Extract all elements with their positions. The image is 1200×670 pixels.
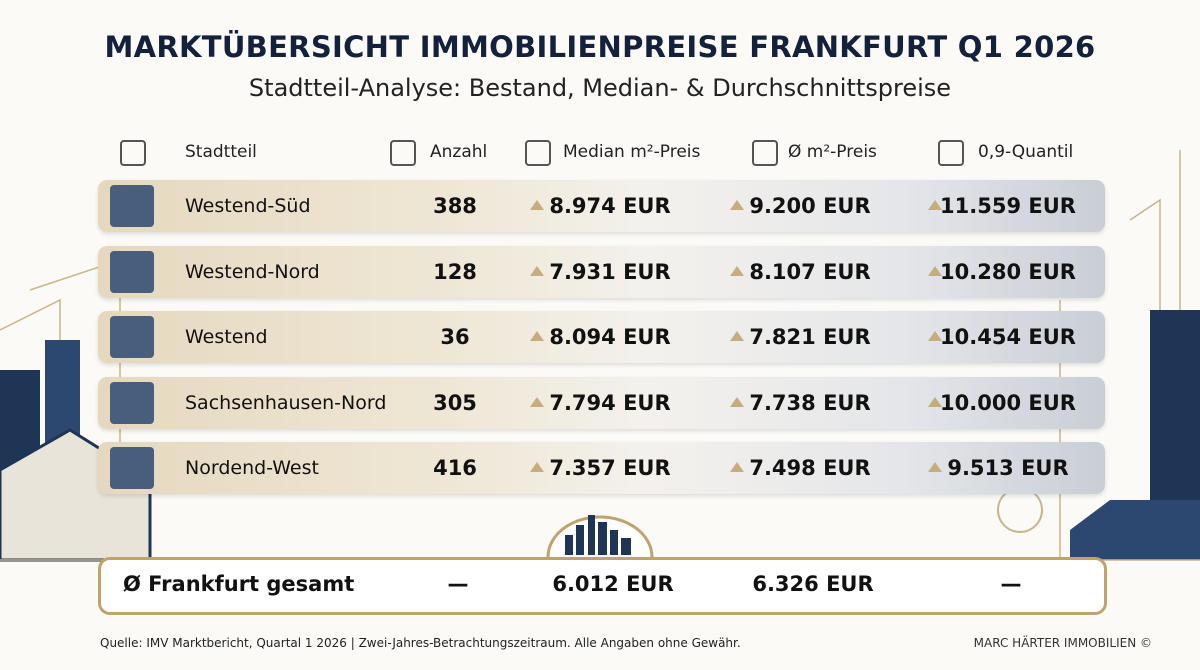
table-cell: 10.454 EUR <box>940 325 1076 349</box>
district-name: Westend-Süd <box>185 195 311 217</box>
total-cell: 6.012 EUR <box>552 572 674 596</box>
table-cell: 7.821 EUR <box>749 325 871 349</box>
brand: MARC HÄRTER IMMOBILIEN © <box>973 636 1152 650</box>
district-icon <box>110 316 154 358</box>
table-cell: 11.559 EUR <box>940 194 1076 218</box>
column-icon <box>752 140 778 166</box>
table-cell: 7.357 EUR <box>549 456 671 480</box>
trend-arrow <box>730 200 744 210</box>
table-row: Westend 36 8.094 EUR 7.821 EUR 10.454 EUR <box>98 311 1105 363</box>
trend-arrow <box>928 200 942 210</box>
column-header: Ø m²-Preis <box>788 142 877 162</box>
district-name: Sachsenhausen-Nord <box>185 391 387 414</box>
district-name: Westend-Nord <box>185 260 320 283</box>
trend-arrow <box>530 462 544 472</box>
table-cell: 10.280 EUR <box>940 259 1076 284</box>
trend-arrow <box>730 462 744 472</box>
table-cell: 128 <box>433 259 477 284</box>
column-header: Median m²-Preis <box>563 142 701 162</box>
trend-arrow <box>730 265 744 276</box>
district-icon <box>110 250 154 293</box>
table-cell: 8.974 EUR <box>549 194 671 218</box>
column-header: 0,9-Quantil <box>978 142 1074 162</box>
trend-arrow <box>730 396 744 407</box>
table-cell: 8.107 EUR <box>749 259 871 284</box>
district-icon <box>110 185 154 227</box>
trend-arrow <box>928 462 942 472</box>
total-label: Ø Frankfurt gesamt <box>123 572 355 596</box>
trend-arrow <box>730 331 744 341</box>
table-cell: 7.931 EUR <box>549 259 671 284</box>
total-row: Ø Frankfurt gesamt — 6.012 EUR 6.326 EUR — <box>98 557 1107 615</box>
total-cell: — <box>447 572 469 596</box>
trend-arrow <box>928 265 942 276</box>
table-cell: 10.000 EUR <box>940 390 1076 415</box>
subtitle: Stadtteil-Analyse: Bestand, Median- & Du… <box>248 74 952 102</box>
table-cell: 9.513 EUR <box>947 456 1069 480</box>
column-icon <box>938 140 964 166</box>
total-cell: — <box>1000 572 1022 596</box>
table-cell: 305 <box>433 390 477 415</box>
table-cell: 7.498 EUR <box>749 456 871 480</box>
district-name: Westend <box>185 326 268 348</box>
table-cell: 8.094 EUR <box>549 325 671 349</box>
column-header: Stadtteil <box>185 142 257 162</box>
column-icon <box>525 140 551 166</box>
table-row: Westend-Süd 388 8.974 EUR 9.200 EUR 11.559 E… <box>98 180 1105 232</box>
table-cell: 7.738 EUR <box>749 390 871 415</box>
table-cell: 9.200 EUR <box>749 194 871 218</box>
table-row: Sachsenhausen-Nord 305 7.794 EUR 7.738 EUR 1… <box>98 376 1105 429</box>
table-row: Westend-Nord 128 7.931 EUR 8.107 EUR 10.280 … <box>98 245 1105 298</box>
district-name: Nordend-West <box>185 457 319 479</box>
trend-arrow <box>530 396 544 407</box>
district-icon <box>110 381 154 424</box>
total-cell: 6.326 EUR <box>752 572 874 596</box>
table-cell: 36 <box>440 325 470 349</box>
column-header: Anzahl <box>430 142 488 162</box>
trend-arrow <box>530 331 544 341</box>
table-cell: 416 <box>433 456 477 480</box>
trend-arrow <box>928 331 942 341</box>
trend-arrow <box>530 200 544 210</box>
table-cell: 7.794 EUR <box>549 390 671 415</box>
trend-arrow <box>928 396 942 407</box>
column-icon <box>120 140 146 166</box>
district-icon <box>110 447 154 489</box>
trend-arrow <box>530 265 544 276</box>
column-icon <box>390 140 416 166</box>
source-note: Quelle: IMV Marktbericht, Quartal 1 2026… <box>100 636 741 650</box>
table-cell: 388 <box>433 194 477 218</box>
table-row: Nordend-West 416 7.357 EUR 7.498 EUR 9.513 E… <box>98 442 1105 494</box>
title: MARKTÜBERSICHT IMMOBILIENPREISE FRANKFUR… <box>104 30 1096 64</box>
